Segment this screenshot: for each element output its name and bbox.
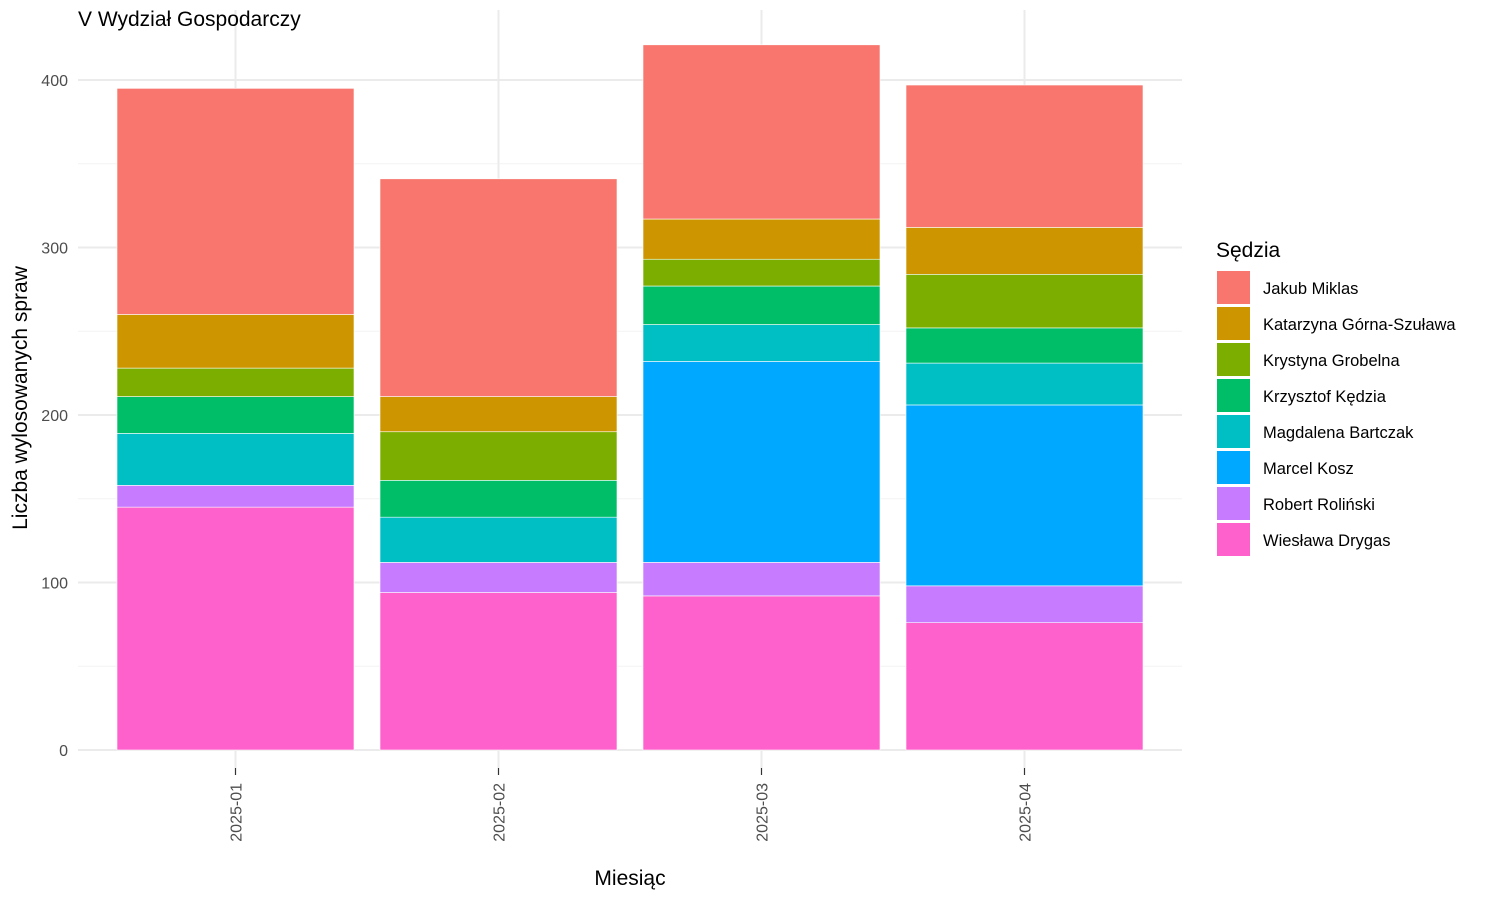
legend-item: Wiesława Drygas bbox=[1217, 523, 1390, 556]
legend-label: Jakub Miklas bbox=[1263, 280, 1358, 298]
bar-segment bbox=[905, 585, 1144, 623]
bar-segment bbox=[379, 396, 618, 433]
x-axis-title: Miesiąc bbox=[594, 867, 665, 890]
bar-segment bbox=[642, 44, 881, 220]
legend-swatch bbox=[1217, 523, 1250, 556]
bar-segment bbox=[642, 285, 881, 325]
bar-segment bbox=[642, 258, 881, 287]
bar-segment bbox=[905, 273, 1144, 329]
legend-item: Katarzyna Górna-Szuława bbox=[1217, 307, 1456, 340]
y-tick-label: 400 bbox=[41, 73, 68, 90]
bar-segment bbox=[905, 227, 1144, 275]
bar-segment bbox=[379, 431, 618, 481]
bar-segment bbox=[116, 433, 355, 486]
legend-swatch bbox=[1217, 307, 1250, 340]
bar-segment bbox=[905, 404, 1144, 587]
legend-item: Krzysztof Kędzia bbox=[1217, 379, 1387, 412]
legend-label: Wiesława Drygas bbox=[1263, 532, 1390, 550]
x-axis-ticks: 2025-01 2025-02 2025-03 2025-04 bbox=[229, 768, 1035, 842]
bar-segment bbox=[116, 314, 355, 369]
bar-segment bbox=[905, 622, 1144, 751]
bar-segment bbox=[379, 562, 618, 593]
bar-segment bbox=[905, 84, 1144, 228]
y-tick-label: 300 bbox=[41, 241, 68, 258]
bar-segment bbox=[116, 485, 355, 508]
bar-segment bbox=[116, 367, 355, 397]
legend-item: Krystyna Grobelna bbox=[1217, 343, 1400, 376]
bar-segment bbox=[642, 361, 881, 563]
x-tick-label: 2025-02 bbox=[492, 783, 509, 842]
bar-segment bbox=[379, 480, 618, 518]
legend-item: Jakub Miklas bbox=[1217, 271, 1358, 304]
legend-swatch bbox=[1217, 271, 1250, 304]
legend-label: Krzysztof Kędzia bbox=[1263, 388, 1387, 406]
y-axis-ticks: 0 100 200 300 400 bbox=[41, 73, 68, 760]
legend-label: Krystyna Grobelna bbox=[1263, 352, 1400, 370]
legend: Sędzia Jakub Miklas Katarzyna Górna-Szuła… bbox=[1216, 239, 1456, 556]
legend-swatch bbox=[1217, 343, 1250, 376]
bar-segment bbox=[116, 506, 355, 751]
x-tick-label: 2025-03 bbox=[755, 783, 772, 842]
y-tick-label: 0 bbox=[59, 743, 68, 760]
bar-segment bbox=[642, 218, 881, 260]
x-tick-label: 2025-01 bbox=[229, 783, 246, 842]
bar-segment bbox=[379, 592, 618, 751]
legend-swatch bbox=[1217, 451, 1250, 484]
y-tick-label: 200 bbox=[41, 408, 68, 425]
bar-segment bbox=[642, 562, 881, 597]
bar-segment bbox=[642, 595, 881, 751]
legend-label: Robert Roliński bbox=[1263, 496, 1375, 514]
legend-item: Marcel Kosz bbox=[1217, 451, 1354, 484]
legend-label: Katarzyna Górna-Szuława bbox=[1263, 316, 1456, 334]
bars-layer bbox=[116, 44, 1144, 751]
legend-item: Magdalena Bartczak bbox=[1217, 415, 1414, 448]
x-tick-label: 2025-04 bbox=[1018, 783, 1035, 842]
legend-title: Sędzia bbox=[1216, 239, 1281, 262]
bar-segment bbox=[905, 327, 1144, 364]
chart-title: V Wydział Gospodarczy bbox=[78, 8, 301, 31]
y-tick-label: 100 bbox=[41, 576, 68, 593]
legend-item: Robert Roliński bbox=[1217, 487, 1375, 520]
legend-swatch bbox=[1217, 379, 1250, 412]
bar-segment bbox=[116, 88, 355, 315]
bar-segment bbox=[379, 516, 618, 563]
legend-label: Magdalena Bartczak bbox=[1263, 424, 1414, 442]
bar-segment bbox=[379, 178, 618, 397]
legend-swatch bbox=[1217, 415, 1250, 448]
bar-segment bbox=[642, 324, 881, 362]
bar-segment bbox=[905, 362, 1144, 406]
y-axis-title: Liczba wylosowanych spraw bbox=[9, 265, 32, 530]
bar-segment bbox=[116, 396, 355, 434]
legend-swatch bbox=[1217, 487, 1250, 520]
legend-label: Marcel Kosz bbox=[1263, 460, 1354, 478]
